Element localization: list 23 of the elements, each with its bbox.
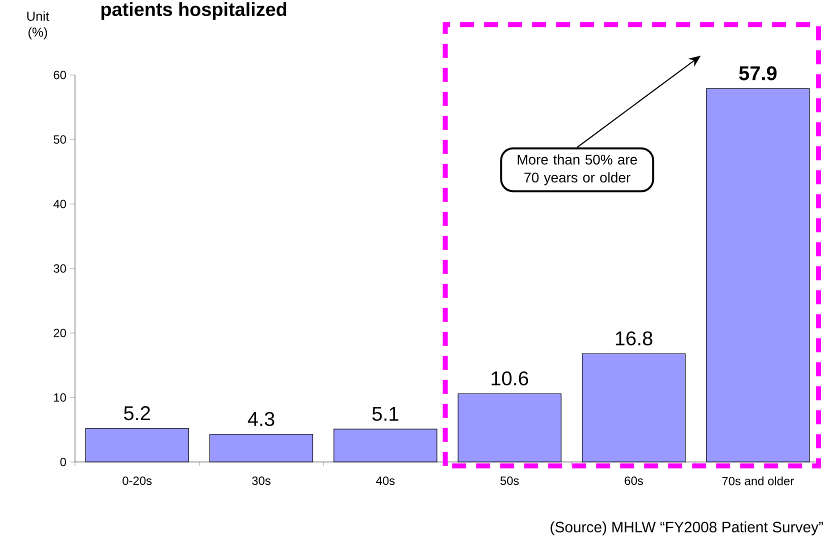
y-tick-label: 50 bbox=[54, 135, 66, 144]
x-tick-label: 60s bbox=[624, 476, 643, 485]
y-tick-label: 0 bbox=[60, 458, 66, 466]
y-tick-label: 30 bbox=[54, 264, 66, 273]
y-tick-label: 10 bbox=[54, 393, 66, 402]
chart-title: patients hospitalized bbox=[101, 2, 286, 20]
x-tick-label: 70s and older bbox=[722, 476, 794, 486]
x-tick-label: 50s bbox=[500, 476, 519, 485]
y-tick-label: 20 bbox=[54, 328, 66, 338]
x-tick-label: 0-20s bbox=[122, 476, 152, 485]
x-tick-label: 40s bbox=[376, 476, 395, 485]
data-label: 10.6 bbox=[492, 371, 528, 386]
data-label: 57.9 bbox=[739, 66, 777, 80]
data-label: 5.2 bbox=[124, 406, 150, 420]
text: (Source) MHLW “FY2008 Patient Survey” bbox=[550, 521, 823, 536]
y-tick-label: 40 bbox=[53, 200, 66, 208]
x-tick-label: 30s bbox=[252, 476, 270, 485]
data-label: 4.3 bbox=[248, 412, 274, 426]
data-label: 5.1 bbox=[372, 406, 398, 421]
data-label: 16.8 bbox=[616, 331, 652, 346]
text: Unit (%) bbox=[27, 11, 50, 40]
y-tick-label: 60 bbox=[54, 70, 66, 80]
annotation: More than 50% are 70 years or older bbox=[518, 154, 637, 186]
